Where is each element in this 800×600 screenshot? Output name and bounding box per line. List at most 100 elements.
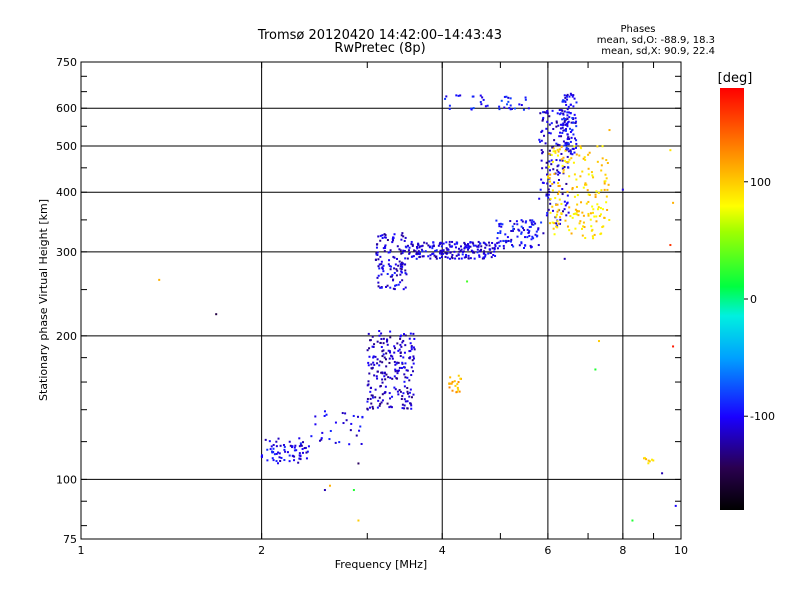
data-point	[422, 255, 425, 258]
data-point	[298, 452, 301, 455]
data-point	[384, 378, 387, 381]
data-point	[338, 441, 341, 444]
data-point	[444, 97, 447, 100]
data-point	[385, 340, 388, 343]
data-point	[606, 208, 609, 211]
data-point	[562, 113, 565, 116]
data-point	[556, 169, 559, 172]
data-point	[341, 412, 344, 415]
data-point	[560, 145, 563, 148]
data-point	[574, 117, 577, 120]
data-point	[511, 244, 514, 247]
data-point	[445, 247, 448, 250]
data-point	[386, 338, 389, 341]
data-point	[563, 159, 566, 162]
data-point	[451, 389, 454, 392]
data-point	[403, 385, 406, 388]
data-point	[545, 161, 548, 164]
data-point	[582, 157, 585, 160]
data-point	[277, 462, 280, 465]
data-point	[503, 106, 506, 109]
data-point	[378, 267, 381, 270]
data-point	[432, 241, 435, 244]
data-point	[567, 120, 570, 123]
data-point	[562, 99, 565, 102]
data-point	[404, 263, 407, 266]
data-point	[372, 407, 375, 410]
data-point	[552, 150, 555, 153]
data-point	[596, 160, 599, 163]
data-point	[391, 279, 394, 282]
data-point	[374, 355, 377, 358]
data-point	[411, 243, 414, 246]
data-point	[509, 240, 512, 243]
data-point	[401, 263, 404, 266]
data-point	[395, 284, 398, 287]
data-point	[395, 377, 398, 380]
data-point	[494, 254, 497, 257]
data-point	[401, 262, 404, 265]
data-point	[565, 103, 568, 106]
data-point	[520, 104, 523, 107]
data-point	[431, 247, 434, 250]
data-point	[280, 456, 283, 459]
data-point	[601, 157, 604, 160]
data-point	[546, 120, 549, 123]
data-point	[574, 227, 577, 230]
data-point	[511, 229, 514, 232]
data-point	[502, 247, 505, 250]
data-point	[448, 107, 451, 110]
data-point	[401, 361, 404, 364]
data-point	[418, 255, 421, 258]
data-point	[417, 252, 420, 255]
data-point	[567, 142, 570, 145]
data-point	[367, 361, 370, 364]
data-point	[551, 189, 554, 192]
data-point	[415, 251, 418, 254]
data-point	[557, 193, 560, 196]
data-point	[582, 221, 585, 224]
data-point	[380, 260, 383, 263]
data-point	[385, 365, 388, 368]
data-point	[589, 212, 592, 215]
data-point	[524, 236, 527, 239]
data-point	[558, 148, 561, 151]
data-point	[500, 99, 503, 102]
data-point	[541, 152, 544, 155]
data-point	[383, 375, 386, 378]
data-point	[571, 216, 574, 219]
data-point	[544, 142, 547, 145]
y-tick-label: 200	[56, 330, 77, 343]
data-point	[396, 245, 399, 248]
data-point	[380, 273, 383, 276]
data-point	[391, 377, 394, 380]
data-point	[493, 250, 496, 253]
data-point	[569, 103, 572, 106]
data-point	[399, 355, 402, 358]
data-point	[380, 263, 383, 266]
data-point	[470, 249, 473, 252]
data-point	[558, 172, 561, 175]
data-point	[467, 248, 470, 251]
data-point	[551, 160, 554, 163]
data-point	[548, 160, 551, 163]
data-point	[631, 519, 634, 522]
data-point	[561, 100, 564, 103]
data-point	[551, 221, 554, 224]
data-point	[566, 114, 569, 117]
data-point	[573, 113, 576, 116]
data-point	[552, 227, 555, 230]
data-point	[393, 386, 396, 389]
data-point	[457, 381, 460, 384]
data-point	[547, 175, 550, 178]
data-point	[376, 362, 379, 365]
data-point	[437, 244, 440, 247]
data-point	[377, 265, 380, 268]
y-tick-label: 600	[56, 102, 77, 115]
data-point	[378, 396, 381, 399]
data-point	[279, 444, 282, 447]
data-point	[389, 397, 392, 400]
data-point	[556, 203, 559, 206]
data-point	[596, 203, 599, 206]
